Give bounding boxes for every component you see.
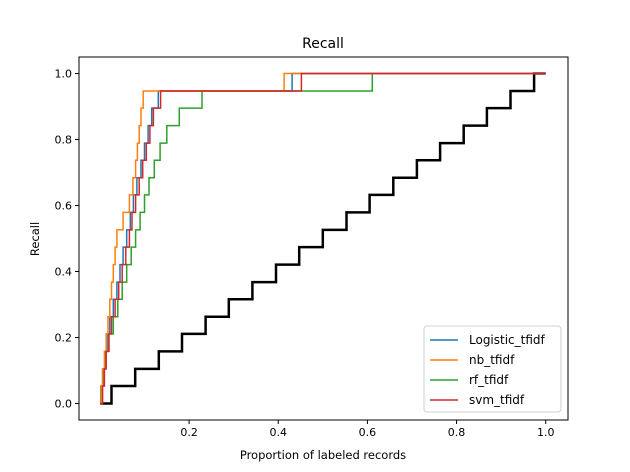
x-axis-label: Proportion of labeled records <box>240 448 406 462</box>
x-tick-label: 0.6 <box>359 426 377 439</box>
series-line-svm-tfidf <box>100 72 546 405</box>
x-tick-label: 0.8 <box>448 426 466 439</box>
plot-frame <box>78 56 569 421</box>
y-tick-label: 0.4 <box>55 266 73 279</box>
y-axis: 0.0 0.2 0.4 0.6 0.8 1.0 <box>55 68 79 411</box>
series-line-random-baseline <box>100 72 546 405</box>
x-tick-label: 0.4 <box>270 426 288 439</box>
legend-label: nb_tfidf <box>469 353 515 367</box>
y-tick-label: 1.0 <box>55 68 73 81</box>
y-axis-label: Recall <box>28 222 42 256</box>
y-tick-label: 0.8 <box>55 134 73 147</box>
legend-label: svm_tfidf <box>469 393 525 407</box>
chart-title: Recall <box>302 36 344 52</box>
legend-label: Logistic_tfidf <box>469 333 546 347</box>
legend-box <box>423 325 562 413</box>
y-tick-label: 0.6 <box>55 200 73 213</box>
series-layer <box>100 72 546 405</box>
series-line-nb-tfidf <box>100 72 546 405</box>
y-tick-label: 0.0 <box>55 398 73 411</box>
x-tick-label: 1.0 <box>537 426 555 439</box>
legend-label: rf_tfidf <box>469 373 509 387</box>
legend: Logistic_tfidf nb_tfidf rf_tfidf svm_tfidf <box>423 325 562 413</box>
x-axis: 0.2 0.4 0.6 0.8 1.0 <box>180 420 554 439</box>
y-tick-label: 0.2 <box>55 332 73 345</box>
x-tick-label: 0.2 <box>180 426 198 439</box>
